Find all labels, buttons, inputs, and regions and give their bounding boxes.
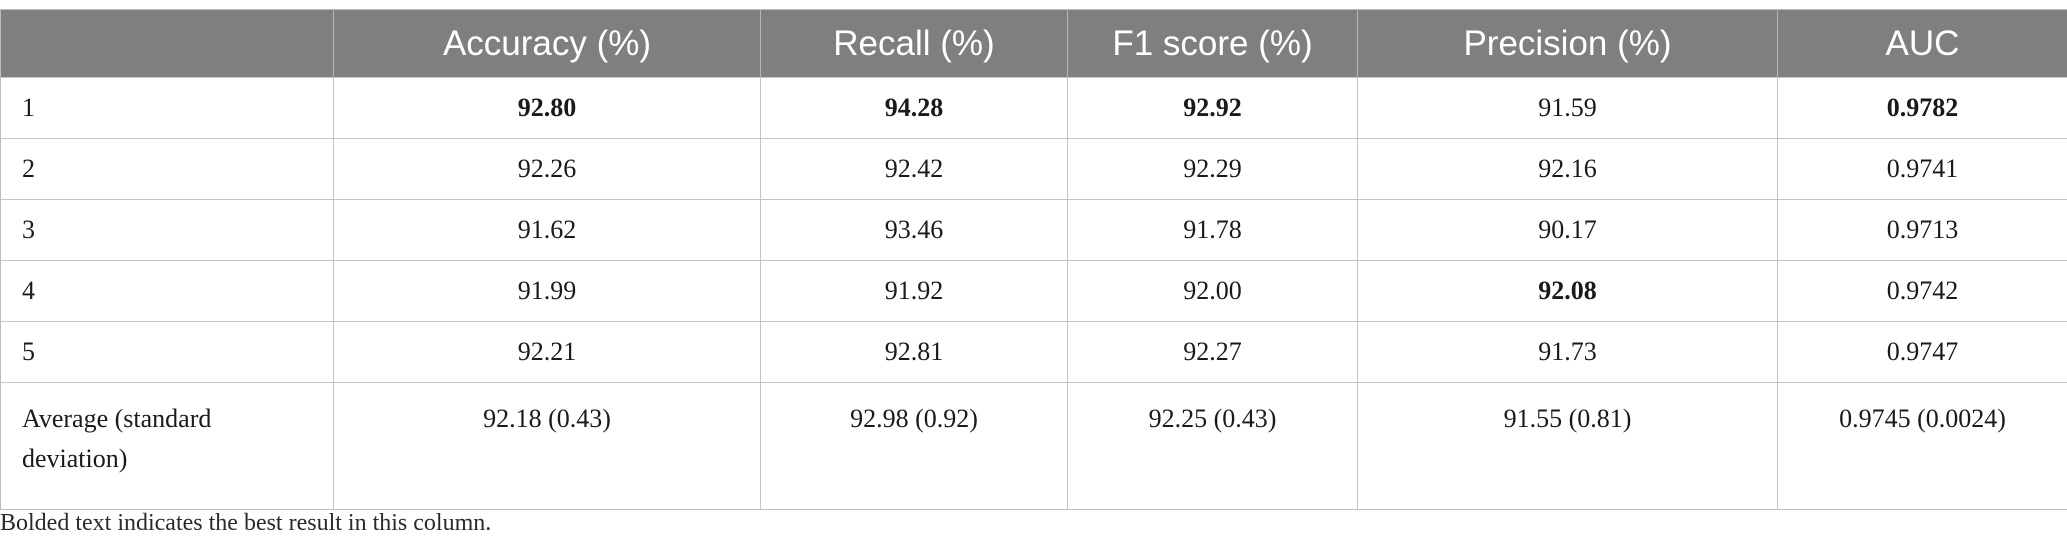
cell-precision: 92.08: [1357, 260, 1778, 322]
cell-auc: 0.9741: [1777, 138, 2067, 200]
table-row: 4 91.99 91.92 92.00 92.08 0.9742: [0, 260, 2067, 322]
header-cell-precision: Precision (%): [1357, 9, 1778, 78]
table-row: 1 92.80 94.28 92.92 91.59 0.9782: [0, 77, 2067, 139]
cell-f1-score: 92.00: [1067, 260, 1358, 322]
cell-f1-score: 92.29: [1067, 138, 1358, 200]
row-label: 2: [0, 138, 334, 200]
cell-accuracy: 91.99: [333, 260, 761, 322]
cell-precision: 91.55 (0.81): [1357, 382, 1778, 510]
row-label: 4: [0, 260, 334, 322]
cell-auc: 0.9713: [1777, 199, 2067, 261]
table-row: 5 92.21 92.81 92.27 91.73 0.9747: [0, 321, 2067, 383]
table-row: 3 91.62 93.46 91.78 90.17 0.9713: [0, 199, 2067, 261]
table-footnote: Bolded text indicates the best result in…: [0, 510, 492, 536]
header-cell-auc: AUC: [1777, 9, 2067, 78]
cell-accuracy: 92.21: [333, 321, 761, 383]
cell-precision: 90.17: [1357, 199, 1778, 261]
cell-recall: 92.42: [760, 138, 1068, 200]
cell-recall: 92.81: [760, 321, 1068, 383]
table-row-average: Average (standard deviation) 92.18 (0.43…: [0, 382, 2067, 510]
cell-precision: 92.16: [1357, 138, 1778, 200]
cell-f1-score: 92.92: [1067, 77, 1358, 139]
table-row: 2 92.26 92.42 92.29 92.16 0.9741: [0, 138, 2067, 200]
cell-recall: 93.46: [760, 199, 1068, 261]
header-cell-accuracy: Accuracy (%): [333, 9, 761, 78]
row-label: Average (standard deviation): [0, 382, 334, 510]
cell-auc: 0.9745 (0.0024): [1777, 382, 2067, 510]
header-cell-blank: [0, 9, 334, 78]
cell-auc: 0.9747: [1777, 321, 2067, 383]
cell-accuracy: 92.18 (0.43): [333, 382, 761, 510]
cell-recall: 92.98 (0.92): [760, 382, 1068, 510]
cell-f1-score: 92.25 (0.43): [1067, 382, 1358, 510]
cell-f1-score: 92.27: [1067, 321, 1358, 383]
cell-recall: 91.92: [760, 260, 1068, 322]
cell-f1-score: 91.78: [1067, 199, 1358, 261]
header-row: Accuracy (%) Recall (%) F1 score (%) Pre…: [0, 9, 2067, 78]
results-table: Accuracy (%) Recall (%) F1 score (%) Pre…: [0, 9, 2067, 510]
cell-recall: 94.28: [760, 77, 1068, 139]
cell-precision: 91.59: [1357, 77, 1778, 139]
header-cell-recall: Recall (%): [760, 9, 1068, 78]
cell-auc: 0.9742: [1777, 260, 2067, 322]
cell-accuracy: 92.80: [333, 77, 761, 139]
header-cell-f1-score: F1 score (%): [1067, 9, 1358, 78]
row-label: 1: [0, 77, 334, 139]
cell-precision: 91.73: [1357, 321, 1778, 383]
cell-accuracy: 92.26: [333, 138, 761, 200]
cell-auc: 0.9782: [1777, 77, 2067, 139]
cell-accuracy: 91.62: [333, 199, 761, 261]
row-label: 3: [0, 199, 334, 261]
row-label: 5: [0, 321, 334, 383]
